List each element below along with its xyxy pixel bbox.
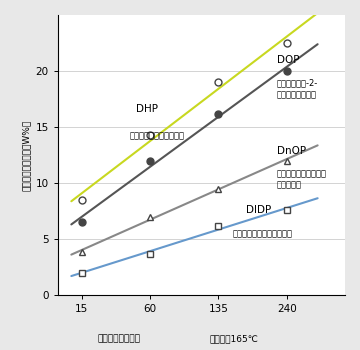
Text: （フタル酸ジノルマル
オクチル）: （フタル酸ジノルマル オクチル） <box>276 169 327 190</box>
Text: （フタル酸ジ-2-
エチルヘキシル）: （フタル酸ジ-2- エチルヘキシル） <box>276 79 318 99</box>
Text: DOP: DOP <box>276 55 299 65</box>
Text: 加熱時間（時間）: 加熱時間（時間） <box>97 334 140 343</box>
Text: オーブン165℃: オーブン165℃ <box>210 334 258 343</box>
Y-axis label: シートの加熱減量（W%）: シートの加熱減量（W%） <box>22 119 31 191</box>
Text: DnOP: DnOP <box>276 146 306 156</box>
Text: （フタル酸ジイソデシル）: （フタル酸ジイソデシル） <box>232 229 292 238</box>
Text: （フタル酸ジヘキシル）: （フタル酸ジヘキシル） <box>130 132 184 140</box>
Text: DHP: DHP <box>136 104 158 113</box>
Text: DIDP: DIDP <box>246 205 271 216</box>
